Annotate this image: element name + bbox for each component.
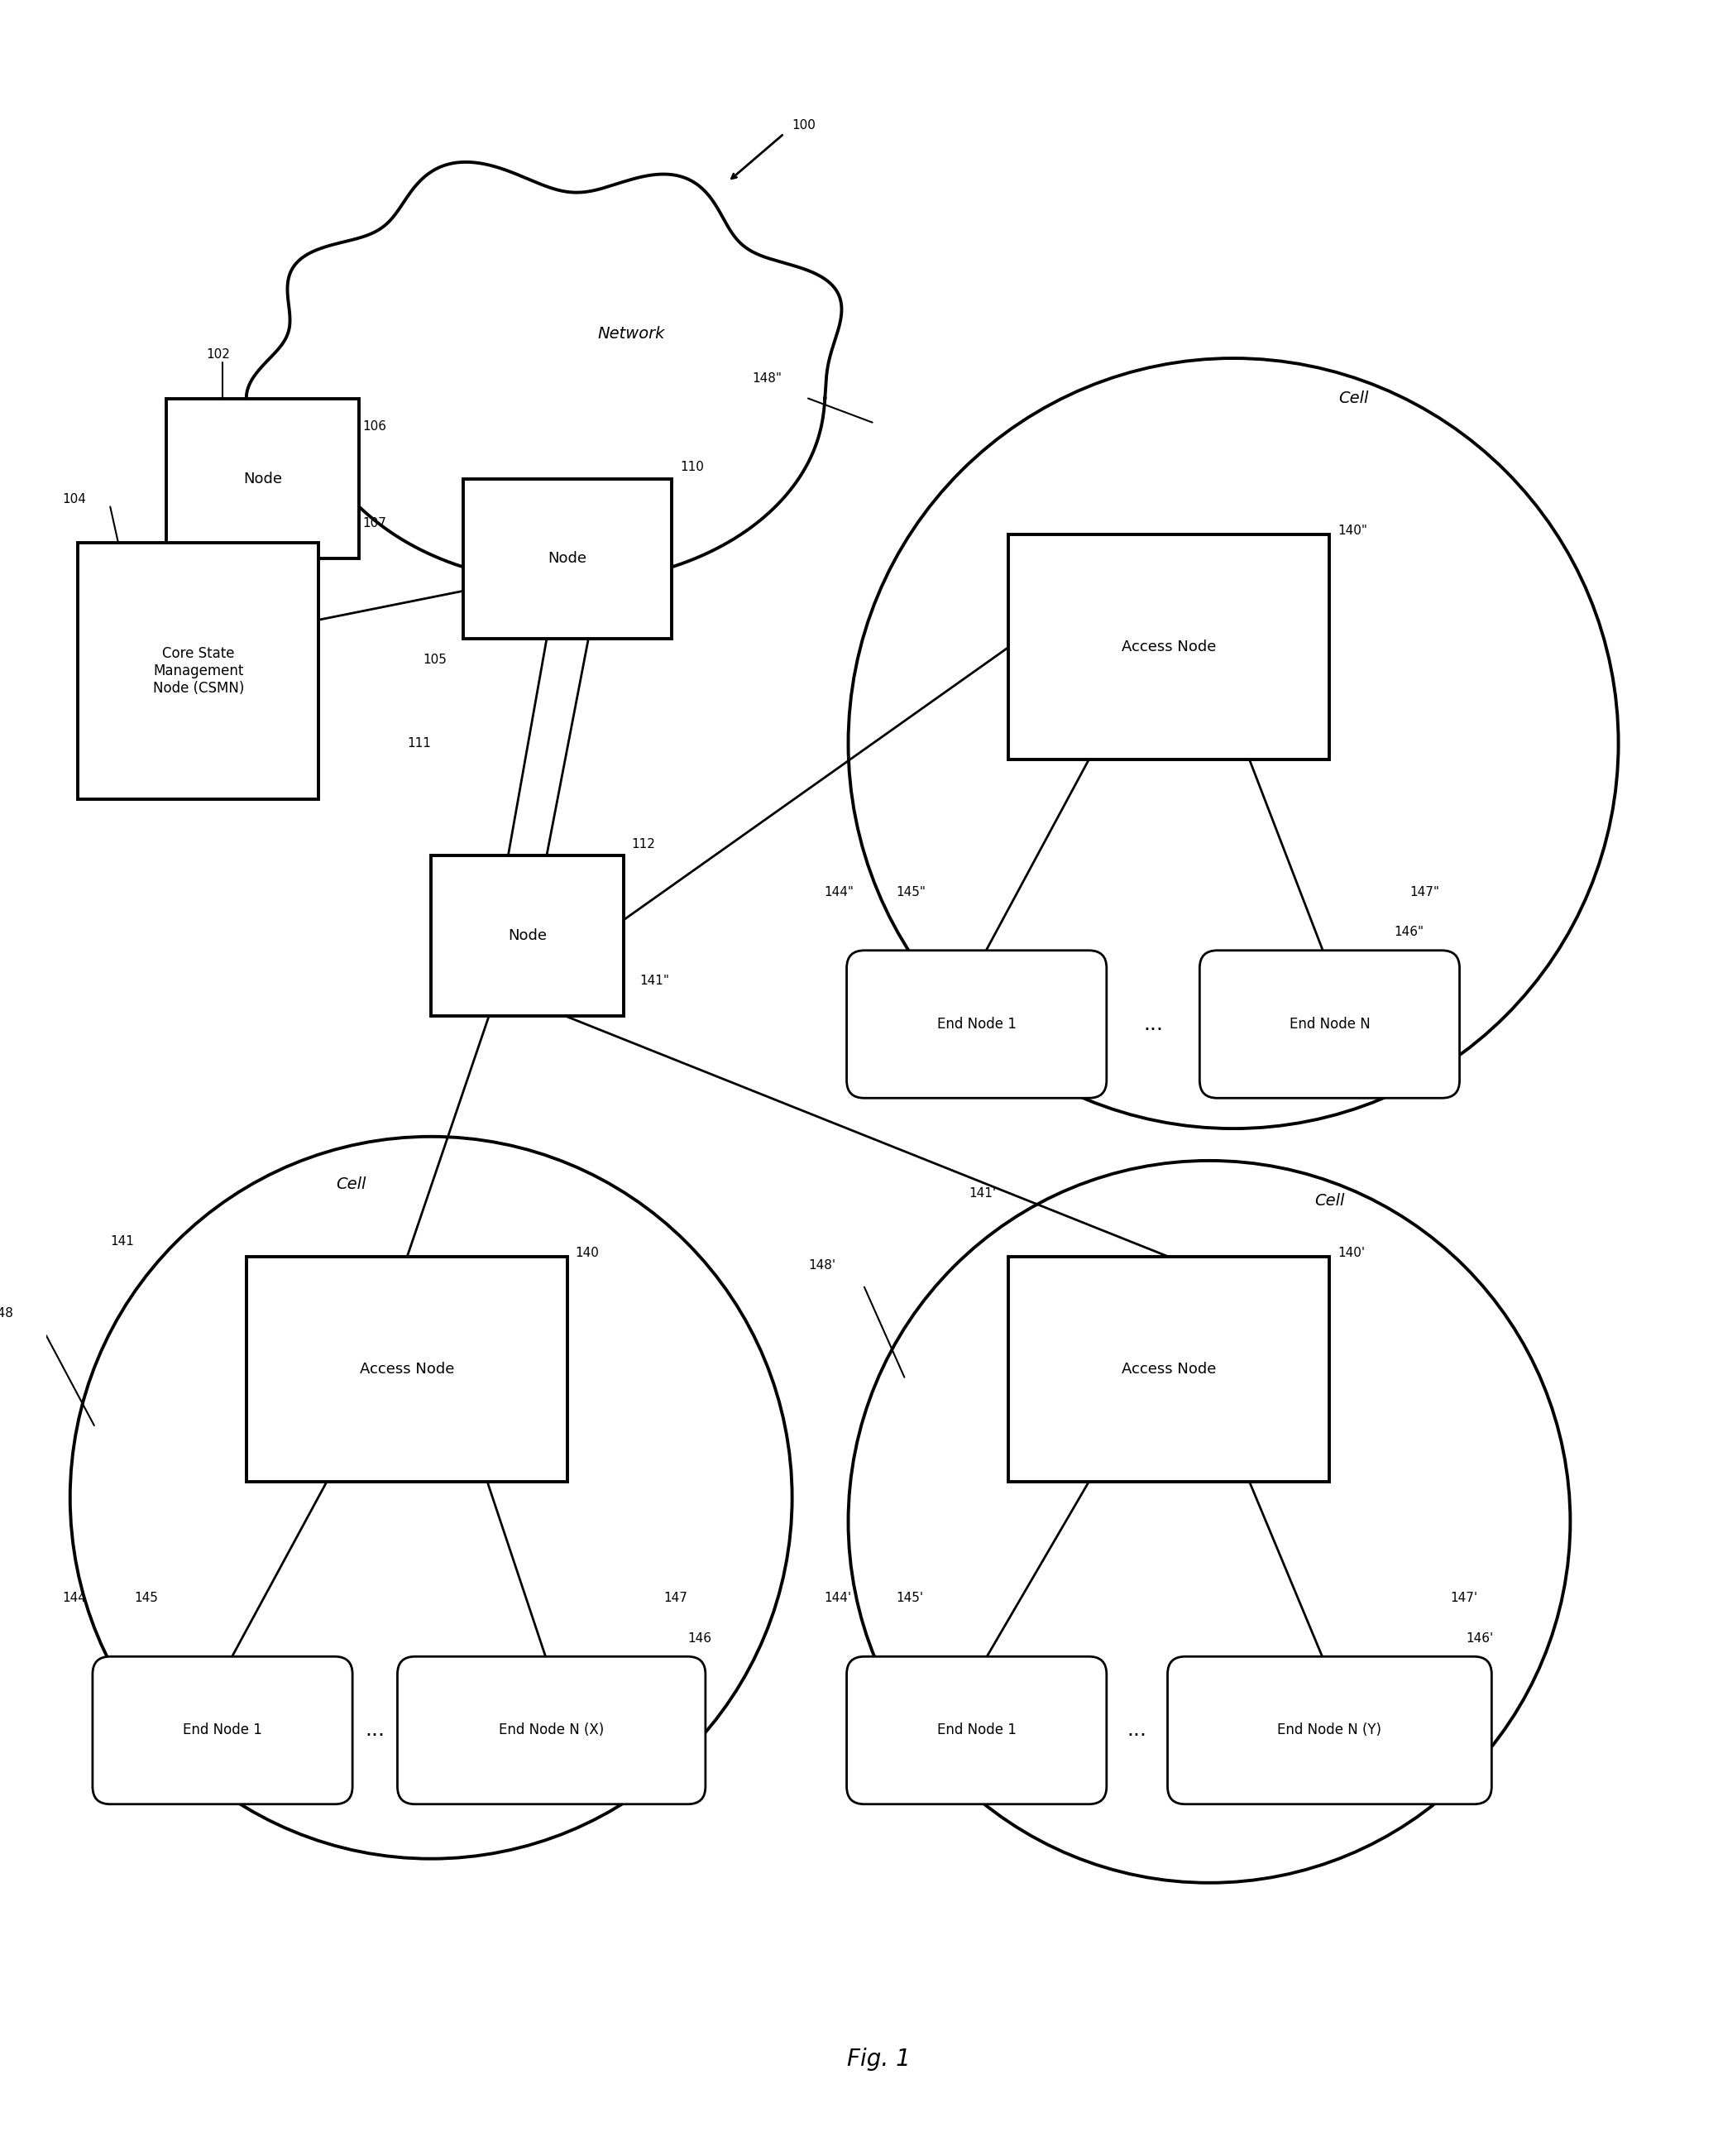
Text: 112: 112 (632, 839, 656, 849)
Text: 141: 141 (110, 1235, 134, 1248)
Text: 147': 147' (1450, 1591, 1477, 1604)
Text: 105: 105 (423, 653, 447, 666)
Text: 144: 144 (62, 1591, 86, 1604)
Text: Node: Node (548, 552, 588, 567)
Text: 140': 140' (1338, 1246, 1366, 1259)
Text: Access Node: Access Node (1122, 1363, 1216, 1378)
Text: 145": 145" (897, 886, 926, 899)
Text: 140": 140" (1338, 524, 1368, 537)
FancyBboxPatch shape (847, 951, 1106, 1097)
Text: Cell: Cell (1338, 390, 1369, 405)
FancyBboxPatch shape (464, 479, 672, 638)
FancyBboxPatch shape (431, 856, 624, 1015)
Circle shape (849, 358, 1618, 1128)
Text: 106: 106 (362, 420, 387, 433)
Text: Cell: Cell (335, 1177, 366, 1192)
FancyBboxPatch shape (247, 1257, 567, 1481)
Text: Cell: Cell (1314, 1192, 1345, 1210)
Text: 147": 147" (1410, 886, 1440, 899)
Text: Fig. 1: Fig. 1 (847, 2048, 911, 2072)
FancyBboxPatch shape (397, 1656, 706, 1805)
Text: Core State
Management
Node (CSMN): Core State Management Node (CSMN) (153, 647, 244, 696)
Text: End Node 1: End Node 1 (936, 1723, 1017, 1738)
Text: End Node N (Y): End Node N (Y) (1278, 1723, 1381, 1738)
Text: 146: 146 (687, 1632, 711, 1645)
Text: 145': 145' (897, 1591, 924, 1604)
Text: 111: 111 (407, 737, 431, 750)
Text: 145: 145 (134, 1591, 158, 1604)
Text: 100: 100 (792, 119, 816, 132)
Text: Network: Network (598, 326, 665, 343)
Text: 102: 102 (206, 349, 230, 360)
Text: Node: Node (509, 929, 546, 944)
Text: 144": 144" (825, 886, 854, 899)
Text: End Node 1: End Node 1 (936, 1018, 1017, 1033)
Text: 147: 147 (663, 1591, 687, 1604)
FancyBboxPatch shape (167, 399, 359, 558)
Text: 148': 148' (807, 1259, 835, 1272)
Text: ...: ... (1127, 1720, 1148, 1740)
Text: ...: ... (1142, 1013, 1163, 1035)
FancyBboxPatch shape (1008, 535, 1330, 759)
Text: 144': 144' (825, 1591, 852, 1604)
Text: Node: Node (244, 472, 282, 485)
Polygon shape (246, 162, 842, 582)
Text: 110: 110 (680, 461, 704, 472)
FancyBboxPatch shape (1168, 1656, 1491, 1805)
FancyBboxPatch shape (93, 1656, 352, 1805)
Text: End Node N (X): End Node N (X) (498, 1723, 605, 1738)
FancyBboxPatch shape (1199, 951, 1460, 1097)
Text: End Node N: End Node N (1288, 1018, 1369, 1033)
FancyBboxPatch shape (1008, 1257, 1330, 1481)
Text: ...: ... (364, 1720, 385, 1740)
Text: 148: 148 (0, 1307, 14, 1319)
Text: 140: 140 (576, 1246, 600, 1259)
Text: 146": 146" (1393, 927, 1424, 938)
Text: End Node 1: End Node 1 (182, 1723, 263, 1738)
Circle shape (70, 1136, 792, 1858)
Text: 107: 107 (362, 517, 387, 528)
Text: 141': 141' (969, 1186, 996, 1199)
FancyBboxPatch shape (77, 543, 320, 800)
Text: 146': 146' (1465, 1632, 1493, 1645)
FancyBboxPatch shape (847, 1656, 1106, 1805)
Circle shape (849, 1160, 1570, 1882)
Text: Access Node: Access Node (359, 1363, 454, 1378)
Text: Access Node: Access Node (1122, 640, 1216, 655)
Text: 141": 141" (639, 975, 670, 987)
Text: 104: 104 (62, 494, 86, 505)
Text: 148": 148" (752, 373, 782, 384)
